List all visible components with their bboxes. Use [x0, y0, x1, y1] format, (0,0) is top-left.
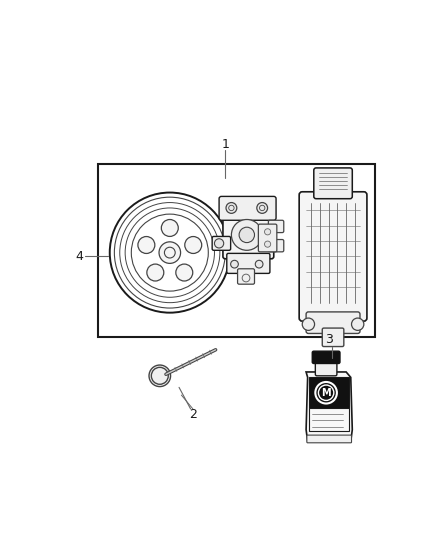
FancyBboxPatch shape [306, 312, 360, 334]
FancyBboxPatch shape [314, 168, 352, 199]
Text: 2: 2 [189, 408, 197, 421]
Circle shape [265, 229, 271, 235]
Circle shape [215, 239, 224, 248]
FancyBboxPatch shape [268, 239, 284, 252]
Circle shape [231, 220, 262, 251]
FancyBboxPatch shape [309, 377, 349, 408]
FancyBboxPatch shape [315, 357, 337, 376]
Circle shape [302, 318, 314, 330]
Text: 4: 4 [75, 250, 83, 263]
Text: 3: 3 [325, 333, 333, 346]
Circle shape [149, 365, 170, 386]
FancyBboxPatch shape [322, 328, 344, 346]
FancyBboxPatch shape [268, 220, 284, 232]
FancyBboxPatch shape [258, 224, 277, 252]
FancyBboxPatch shape [227, 253, 270, 273]
FancyBboxPatch shape [309, 408, 349, 431]
Circle shape [255, 260, 263, 268]
Circle shape [147, 264, 164, 281]
FancyBboxPatch shape [312, 351, 340, 364]
Circle shape [239, 227, 254, 243]
FancyBboxPatch shape [237, 269, 254, 284]
Circle shape [185, 237, 202, 254]
FancyBboxPatch shape [299, 192, 367, 321]
Circle shape [159, 242, 180, 263]
Circle shape [265, 241, 271, 247]
FancyBboxPatch shape [219, 196, 276, 220]
Circle shape [161, 220, 178, 237]
Circle shape [257, 203, 268, 213]
FancyBboxPatch shape [307, 435, 352, 443]
Bar [98, 164, 375, 337]
Polygon shape [306, 372, 352, 441]
Circle shape [176, 264, 193, 281]
Text: 1: 1 [221, 138, 229, 151]
Circle shape [226, 203, 237, 213]
Circle shape [231, 260, 238, 268]
Circle shape [138, 237, 155, 254]
Text: M: M [321, 387, 331, 398]
FancyBboxPatch shape [212, 237, 231, 251]
Circle shape [352, 318, 364, 330]
FancyBboxPatch shape [223, 212, 274, 259]
